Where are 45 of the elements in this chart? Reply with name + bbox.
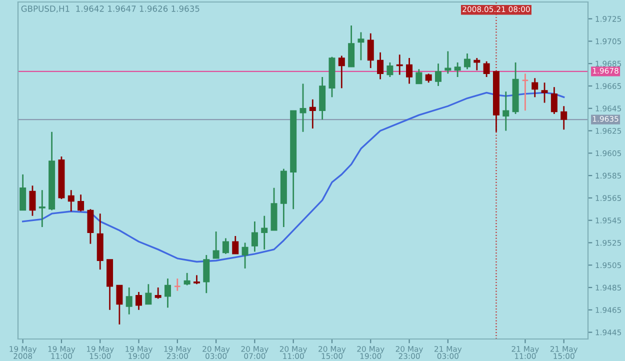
- candlestick: [68, 189, 74, 212]
- candlestick: [222, 238, 229, 255]
- candlestick: [474, 57, 480, 71]
- candlestick: [541, 82, 548, 104]
- candlestick: [20, 174, 26, 211]
- candlestick: [116, 284, 123, 326]
- candlestick: [232, 235, 239, 255]
- candlestick: [550, 86, 558, 115]
- candlestick: [377, 52, 384, 80]
- candlestick: [348, 24, 355, 68]
- candlestick: [435, 62, 442, 87]
- candlestick: [174, 278, 181, 292]
- candlestick: [309, 98, 316, 130]
- candlestick: [242, 242, 248, 270]
- candlestick: [406, 57, 413, 84]
- candlestick: [454, 62, 461, 78]
- candlestick: [251, 220, 258, 252]
- candlestick: [367, 32, 374, 69]
- candlestick: [212, 230, 220, 260]
- candlestick: [261, 215, 268, 250]
- candlestick: [38, 189, 46, 228]
- candlestick: [87, 208, 94, 245]
- candlestick: [502, 90, 510, 132]
- chart-title: GBPUSD,H1 1.9642 1.9647 1.9626 1.9635: [21, 6, 200, 13]
- candlestick: [184, 272, 190, 286]
- candlestick: [358, 32, 364, 61]
- candlestick: [416, 68, 422, 84]
- candlestick: [532, 77, 538, 98]
- candlestick: [78, 194, 84, 212]
- candlestick: [154, 286, 162, 300]
- candlestick: [29, 184, 36, 217]
- candlestick: [300, 83, 306, 133]
- candlestick: [522, 72, 529, 112]
- candlestick: [386, 62, 394, 78]
- candlestick: [338, 55, 345, 89]
- candlestick: [483, 60, 490, 78]
- candlestick: [203, 254, 210, 294]
- candlestick: [145, 283, 152, 305]
- candlestick: [560, 105, 568, 130]
- candlestick: [164, 278, 171, 308]
- candlestick: [136, 291, 142, 311]
- candlestick: [126, 286, 132, 316]
- candlestick: [444, 50, 452, 74]
- candlestick: [464, 52, 470, 70]
- line-series: [22, 92, 565, 263]
